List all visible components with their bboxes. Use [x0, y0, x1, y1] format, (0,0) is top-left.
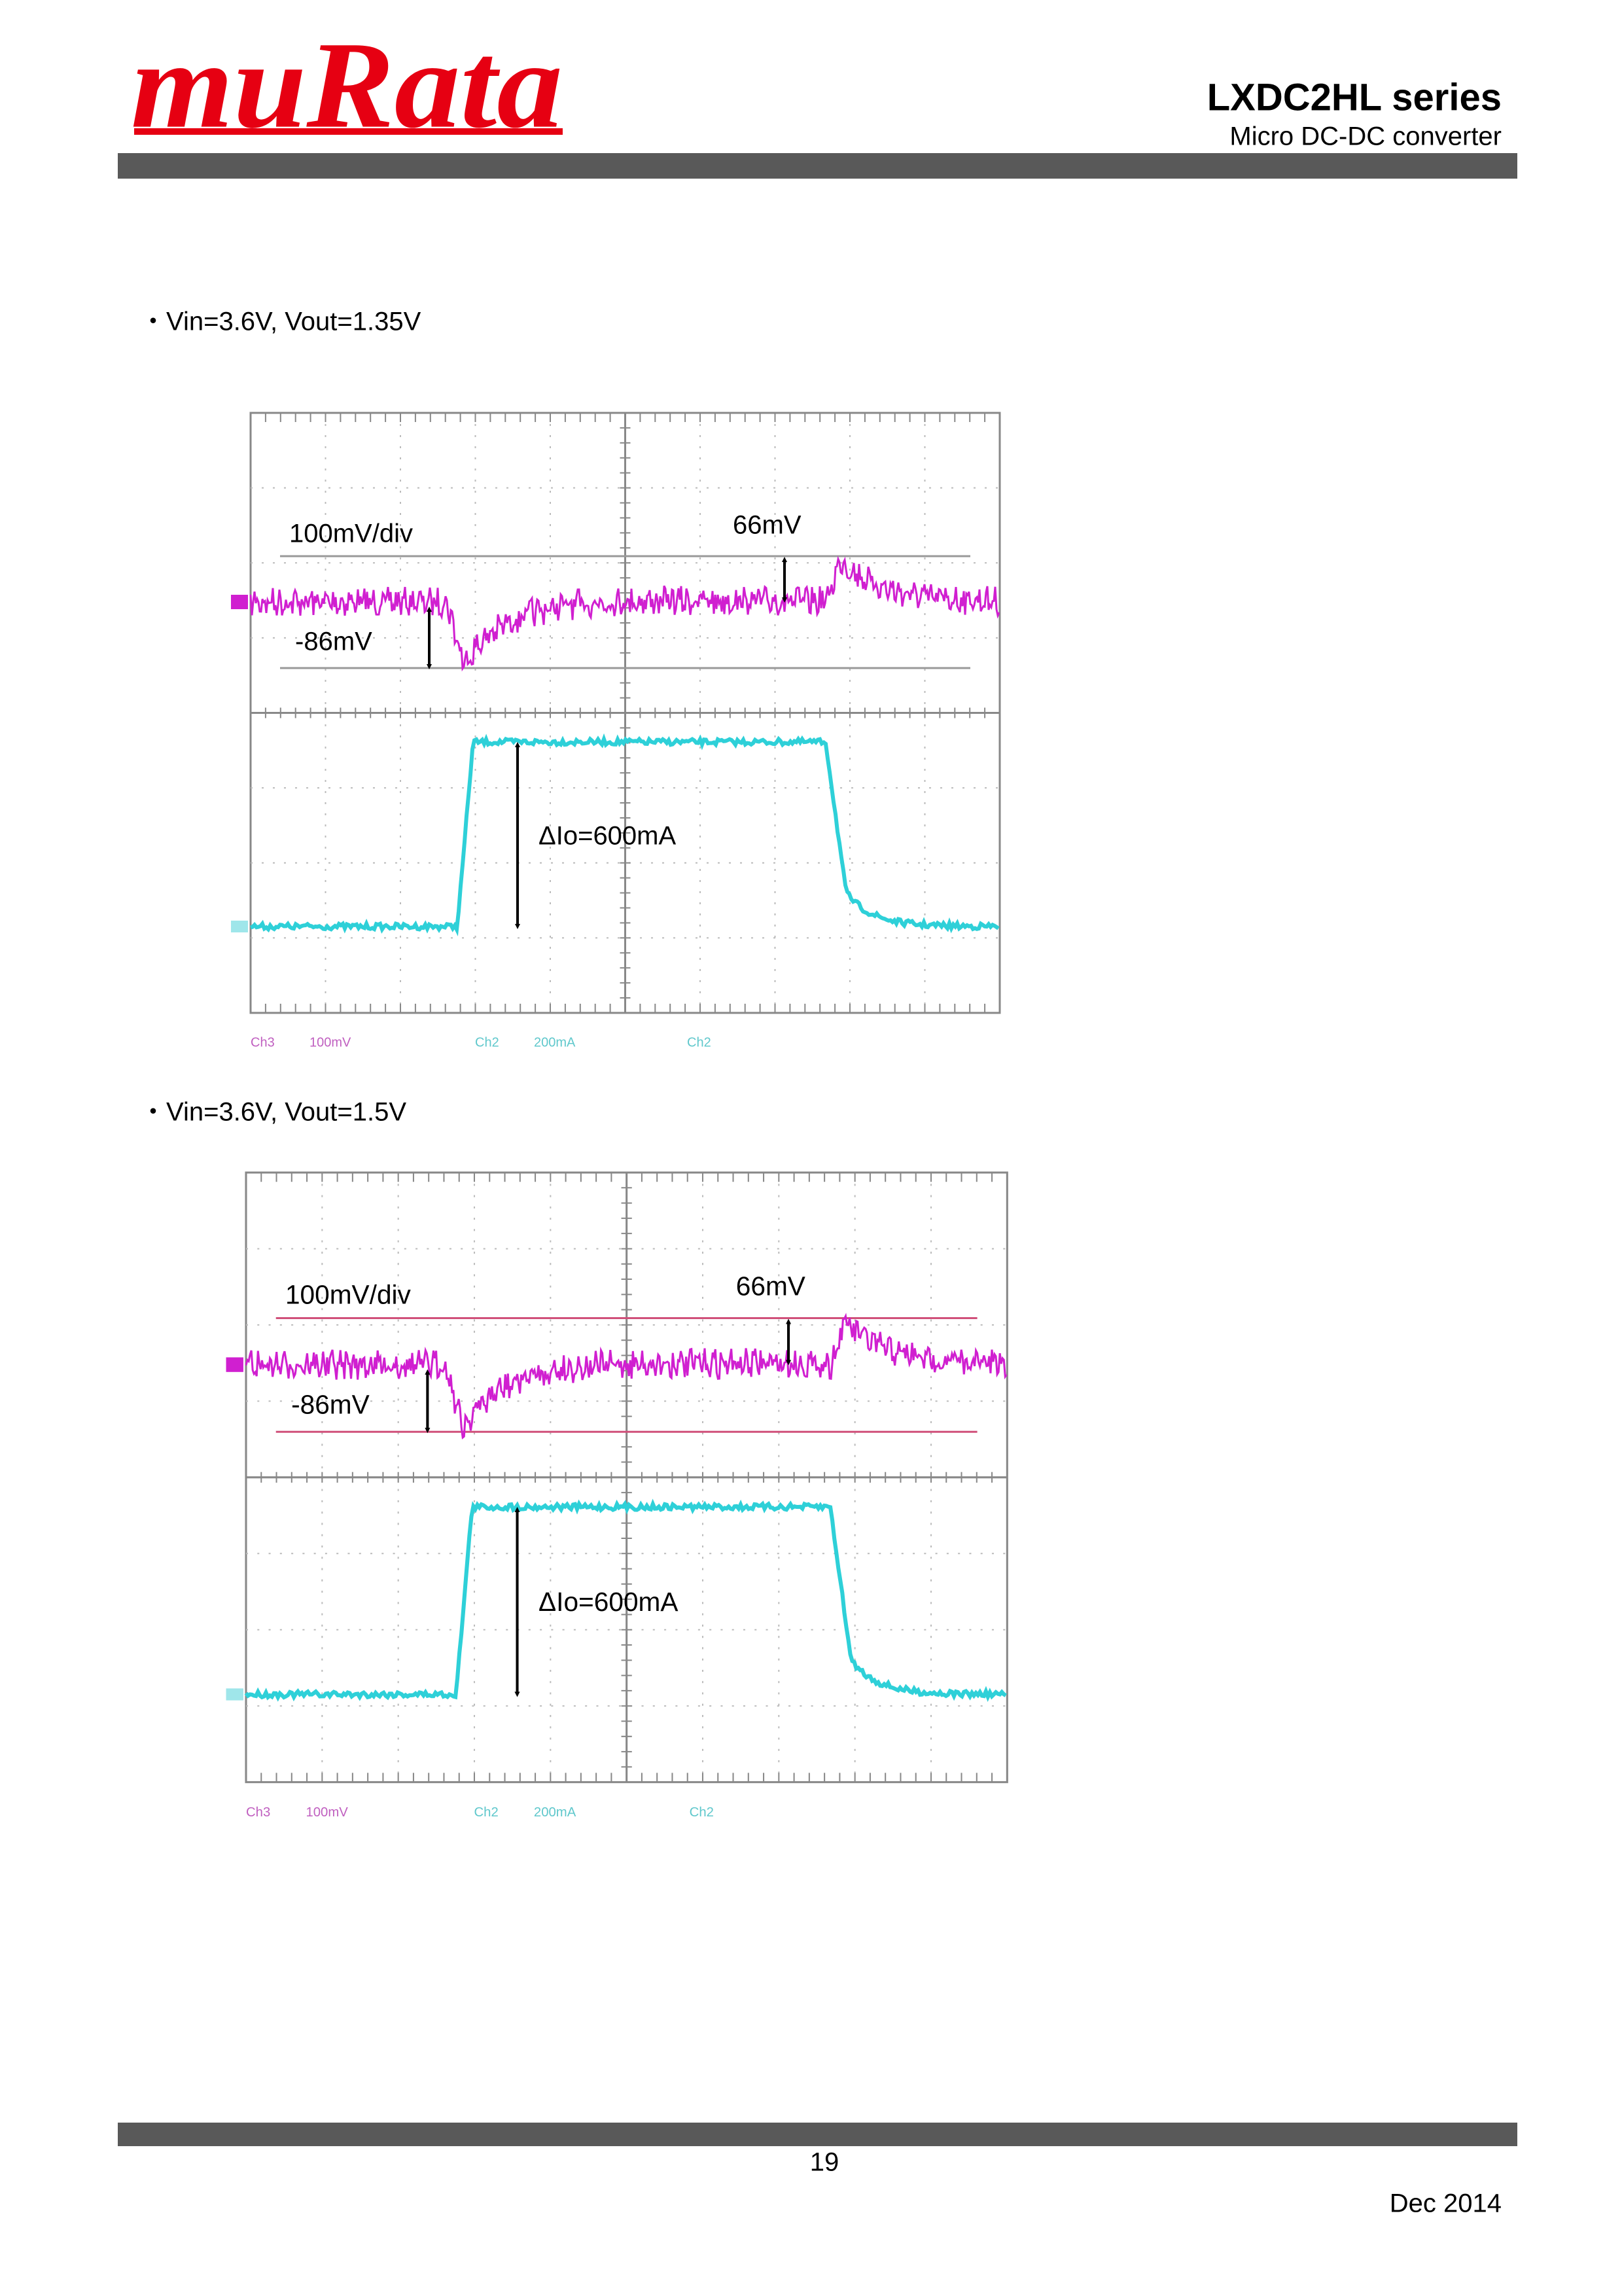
scope-readout: 200mA: [534, 1805, 576, 1820]
scope-readout: 200mA: [534, 1035, 576, 1050]
current-trace: [244, 1498, 1007, 1703]
scope-readout: Ch2: [690, 1805, 714, 1820]
scale-label: 100mV/div: [289, 520, 413, 548]
footer-bar: [118, 2123, 1517, 2146]
voltage-trace: [245, 1313, 1008, 1439]
undershoot-label: -86mV: [291, 1389, 370, 1419]
overshoot-label: 66mV: [736, 1271, 805, 1301]
step-label: ΔIo=600mA: [538, 822, 676, 851]
scope-readout: Ch2: [687, 1035, 711, 1050]
series-subtitle: Micro DC-DC converter: [1229, 122, 1502, 151]
ch2-marker: [226, 1688, 243, 1701]
series-title: LXDC2HL series: [1207, 76, 1502, 118]
scope-readout: Ch3: [246, 1805, 270, 1820]
footer-date: Dec 2014: [1390, 2189, 1502, 2218]
ch3-marker: [226, 1357, 243, 1372]
scope-screenshot: 100mV/div 66mV -86mV ΔIo=600mA Ch3 100mV Ch2 20…: [226, 1171, 1008, 1820]
scope-readout: Ch2: [474, 1805, 498, 1820]
scope-readout: Ch3: [251, 1035, 275, 1050]
overshoot-label: 66mV: [733, 511, 802, 540]
ch2-marker: [231, 921, 248, 932]
page-number: 19: [810, 2148, 839, 2177]
ch3-marker: [231, 595, 248, 609]
undershoot-label: -86mV: [295, 627, 372, 656]
voltage-trace: [249, 556, 1000, 672]
section-caption: ・Vin=3.6V, Vout=1.5V: [140, 1098, 406, 1127]
logo-underline: [134, 128, 563, 135]
scope-readout: Ch2: [475, 1035, 499, 1050]
scope-readout: 100mV: [306, 1805, 348, 1820]
header-bar: [118, 153, 1517, 179]
scope-screenshot: 100mV/div 66mV -86mV ΔIo=600mA Ch3 100mV Ch2 20…: [231, 412, 1001, 1050]
scope-readout: 100mV: [309, 1035, 351, 1050]
step-label: ΔIo=600mA: [538, 1587, 679, 1617]
current-trace: [250, 733, 1000, 936]
section-caption: ・Vin=3.6V, Vout=1.35V: [140, 308, 421, 336]
scale-label: 100mV/div: [285, 1280, 412, 1310]
